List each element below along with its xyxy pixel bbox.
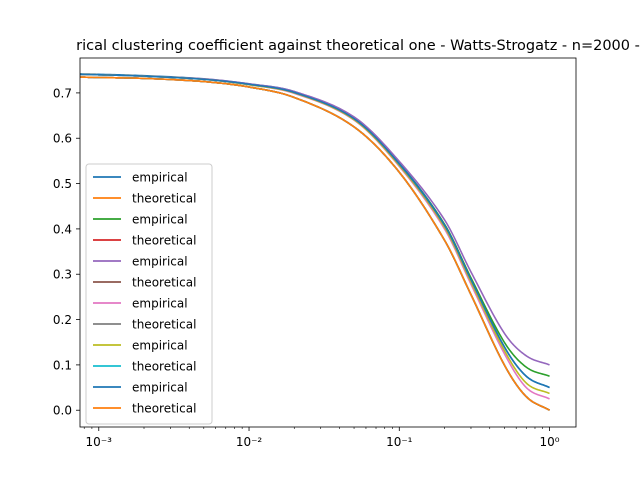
y-tick-label: 0.0 xyxy=(53,404,72,418)
legend-label: empirical xyxy=(132,381,188,395)
legend-label: theoretical xyxy=(132,192,196,206)
legend-label: theoretical xyxy=(132,318,196,332)
series-line-12 xyxy=(80,76,550,411)
legend-label: empirical xyxy=(132,339,188,353)
x-tick-label: 10⁻² xyxy=(236,435,263,449)
chart-title: rical clustering coefficient against the… xyxy=(76,38,640,54)
y-tick-label: 0.6 xyxy=(53,132,72,146)
y-tick-label: 0.2 xyxy=(53,313,72,327)
legend-label: empirical xyxy=(132,171,188,185)
x-tick-label: 10⁻³ xyxy=(86,435,113,449)
legend-label: theoretical xyxy=(132,276,196,290)
y-tick-label: 0.4 xyxy=(53,222,72,236)
legend: empirical theoretical empirical theoretical… xyxy=(85,163,213,425)
y-tick-label: 0.7 xyxy=(53,86,72,100)
legend-label: theoretical xyxy=(132,360,196,374)
y-tick-label: 0.5 xyxy=(53,177,72,191)
legend-box xyxy=(85,163,213,425)
legend-label: empirical xyxy=(132,213,188,227)
legend-label: theoretical xyxy=(132,234,196,248)
legend-label: empirical xyxy=(132,297,188,311)
legend-label: theoretical xyxy=(132,402,196,416)
x-tick-label: 10⁰ xyxy=(539,435,559,449)
series-line-11 xyxy=(80,73,550,389)
legend-label: empirical xyxy=(132,255,188,269)
x-tick-label: 10⁻¹ xyxy=(386,435,413,449)
series-layer xyxy=(80,73,550,411)
plot-frame xyxy=(79,57,577,428)
x-axis: 10⁻³ 10⁻² 10⁻¹ 10⁰ xyxy=(83,427,560,449)
y-tick-label: 0.3 xyxy=(53,268,72,282)
y-tick-label: 0.1 xyxy=(53,358,72,372)
y-axis: 0.0 0.1 0.2 0.3 0.4 0.5 0.6 0.7 xyxy=(53,86,80,418)
